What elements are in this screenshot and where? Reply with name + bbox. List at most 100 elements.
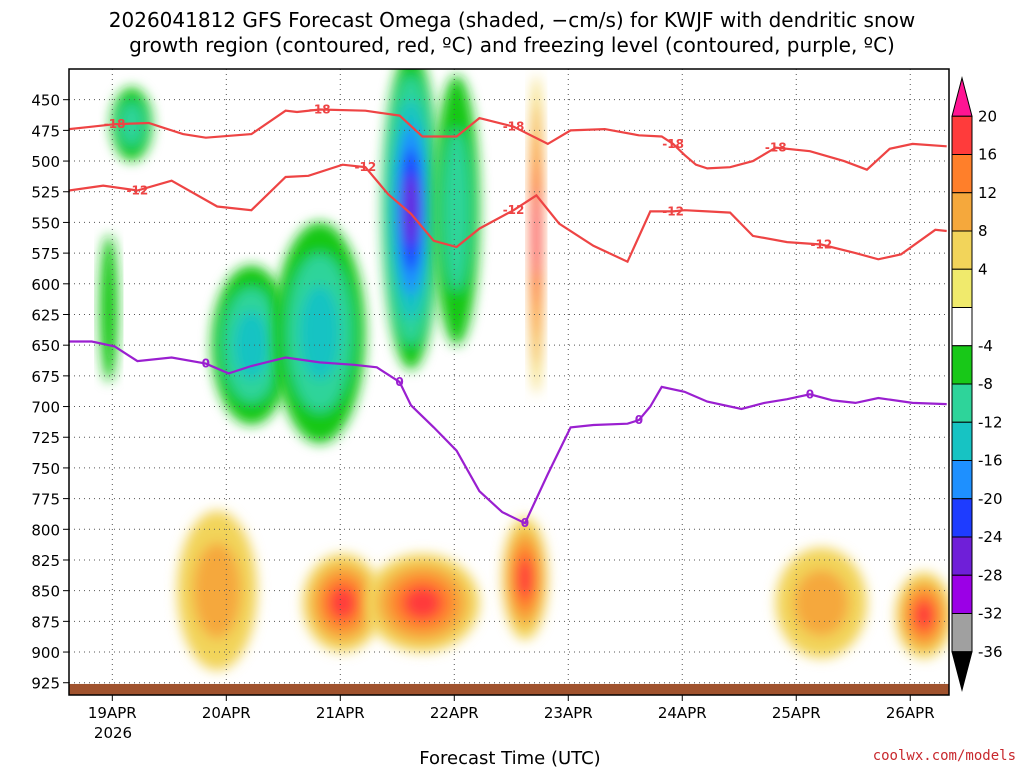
colorbar-tick-label: 4 (978, 260, 988, 278)
x-year-label: 2026 (94, 724, 132, 742)
x-tick-label: 25APR (772, 704, 821, 722)
credit-label: coolwx.com/models (873, 748, 1016, 764)
contour-label-zero: 0 (521, 516, 529, 530)
y-tick-label: 700 (31, 399, 60, 417)
plot-area: -18 -18 -18 -18 -18 -12 -12 -12 -12 -12 0 0 0 0 0 (69, 69, 949, 695)
omega-level-8 (793, 569, 849, 637)
x-axis: 19APR 20APR 21APR 22APR 23APR 24APR 25APR 26APR (88, 695, 935, 722)
colorbar-tick-label: 20 (978, 107, 997, 125)
x-tick-label: 24APR (658, 704, 707, 722)
omega-level-16 (403, 586, 442, 620)
omega-blob (211, 265, 292, 425)
y-tick-label: 925 (31, 675, 60, 693)
colorbar-tick-label: -12 (978, 413, 1003, 431)
contour-label-minus12: -12 (355, 160, 377, 174)
terrain-band (69, 683, 949, 695)
y-tick-label: 650 (31, 337, 60, 355)
contour-label-zero: 0 (635, 413, 643, 427)
omega-level--8 (442, 129, 471, 292)
omega-blob (529, 75, 544, 395)
x-axis-label: Forecast Time (UTC) (419, 748, 600, 768)
colorbar-segment (951, 192, 973, 232)
omega-level--4 (99, 234, 119, 382)
omega-blob (775, 547, 867, 659)
y-tick-label: 450 (31, 92, 60, 110)
colorbar-segment (951, 574, 973, 614)
y-tick-label: 775 (31, 491, 60, 509)
colorbar-tick-label: 16 (978, 146, 997, 164)
colorbar-tick-label: 12 (978, 184, 997, 202)
colorbar-segment (951, 154, 973, 194)
y-tick-label: 475 (31, 122, 60, 140)
x-tick-label: 22APR (430, 704, 479, 722)
colorbar-tick-label: -4 (978, 337, 993, 355)
y-tick-label: 725 (31, 429, 60, 447)
colorbar-tick-label: 8 (978, 222, 988, 240)
y-axis: 450 475 500 525 550 575 600 625 650 675 700 725 750 7… (31, 92, 69, 693)
y-tick-label: 675 (31, 368, 60, 386)
omega-blob (274, 222, 366, 444)
y-tick-label: 750 (31, 460, 60, 478)
colorbar-segment (951, 460, 973, 500)
contour-label-minus18: -18 (503, 120, 525, 134)
omega-level--12 (300, 285, 340, 381)
x-tick-label: 20APR (202, 704, 251, 722)
omega-blob (502, 517, 548, 640)
y-tick-label: 825 (31, 552, 60, 570)
y-tick-label: 800 (31, 521, 60, 539)
temperature-contours: -18 -18 -18 -18 -18 -12 -12 -12 -12 -12 0 0 0 0 0 (69, 103, 947, 530)
omega-blob (433, 75, 480, 346)
colorbar-segment (951, 268, 973, 308)
omega-level-16 (329, 586, 356, 620)
omega-shading (99, 69, 949, 671)
contour-label-minus18: -18 (662, 137, 684, 151)
x-tick-label: 19APR (88, 704, 137, 722)
chart-title-line-1: 2026041812 GFS Forecast Omega (shaded, −… (109, 8, 915, 32)
omega-blob (177, 510, 258, 671)
chart-title-line-2: growth region (contoured, red, ºC) and f… (129, 33, 895, 57)
omega-level-20 (533, 191, 540, 279)
colorbar-segment (951, 498, 973, 538)
colorbar-segment (951, 613, 973, 653)
y-tick-label: 550 (31, 214, 60, 232)
omega-level--12 (234, 310, 269, 380)
contour-label-minus12: -12 (662, 204, 684, 218)
y-tick-label: 625 (31, 306, 60, 324)
omega-blob (365, 553, 480, 653)
colorbar-segment (951, 383, 973, 423)
colorbar-arrow-top (951, 76, 973, 117)
colorbar-tick-label: -8 (978, 375, 993, 393)
y-tick-label: 525 (31, 184, 60, 202)
contour-label-minus12: -12 (810, 238, 832, 252)
colorbar-tick-label: -32 (978, 605, 1003, 623)
colorbar-segment (951, 536, 973, 576)
omega-blob (382, 69, 440, 370)
x-tick-label: 23APR (544, 704, 593, 722)
y-tick-label: 900 (31, 644, 60, 662)
contour-label-minus12: -12 (503, 203, 525, 217)
contour-label-minus18: -18 (765, 141, 787, 155)
gridlines (69, 69, 949, 695)
y-tick-label: 850 (31, 583, 60, 601)
contour-label-zero: 0 (202, 357, 210, 371)
y-tick-label: 500 (31, 153, 60, 171)
colorbar-arrow-bottom (951, 651, 973, 692)
contour-zero (69, 340, 947, 525)
contour-minus18 (69, 108, 947, 171)
omega-level-16 (517, 557, 533, 599)
colorbar-segment (951, 115, 973, 155)
omega-level-8 (193, 542, 242, 639)
colorbar-tick-label: -16 (978, 452, 1003, 470)
omega-blob (895, 572, 949, 659)
contour-label-zero: 0 (395, 375, 403, 389)
colorbar-tick-label: -24 (978, 528, 1003, 546)
x-tick-label: 21APR (316, 704, 365, 722)
omega-blob (99, 234, 119, 382)
omega-level-16 (914, 600, 934, 630)
colorbar-segment (951, 230, 973, 270)
colorbar-segment (951, 307, 973, 347)
colorbar-tick-label: -20 (978, 490, 1003, 508)
colorbar-segment (951, 345, 973, 385)
x-tick-label: 26APR (886, 704, 935, 722)
